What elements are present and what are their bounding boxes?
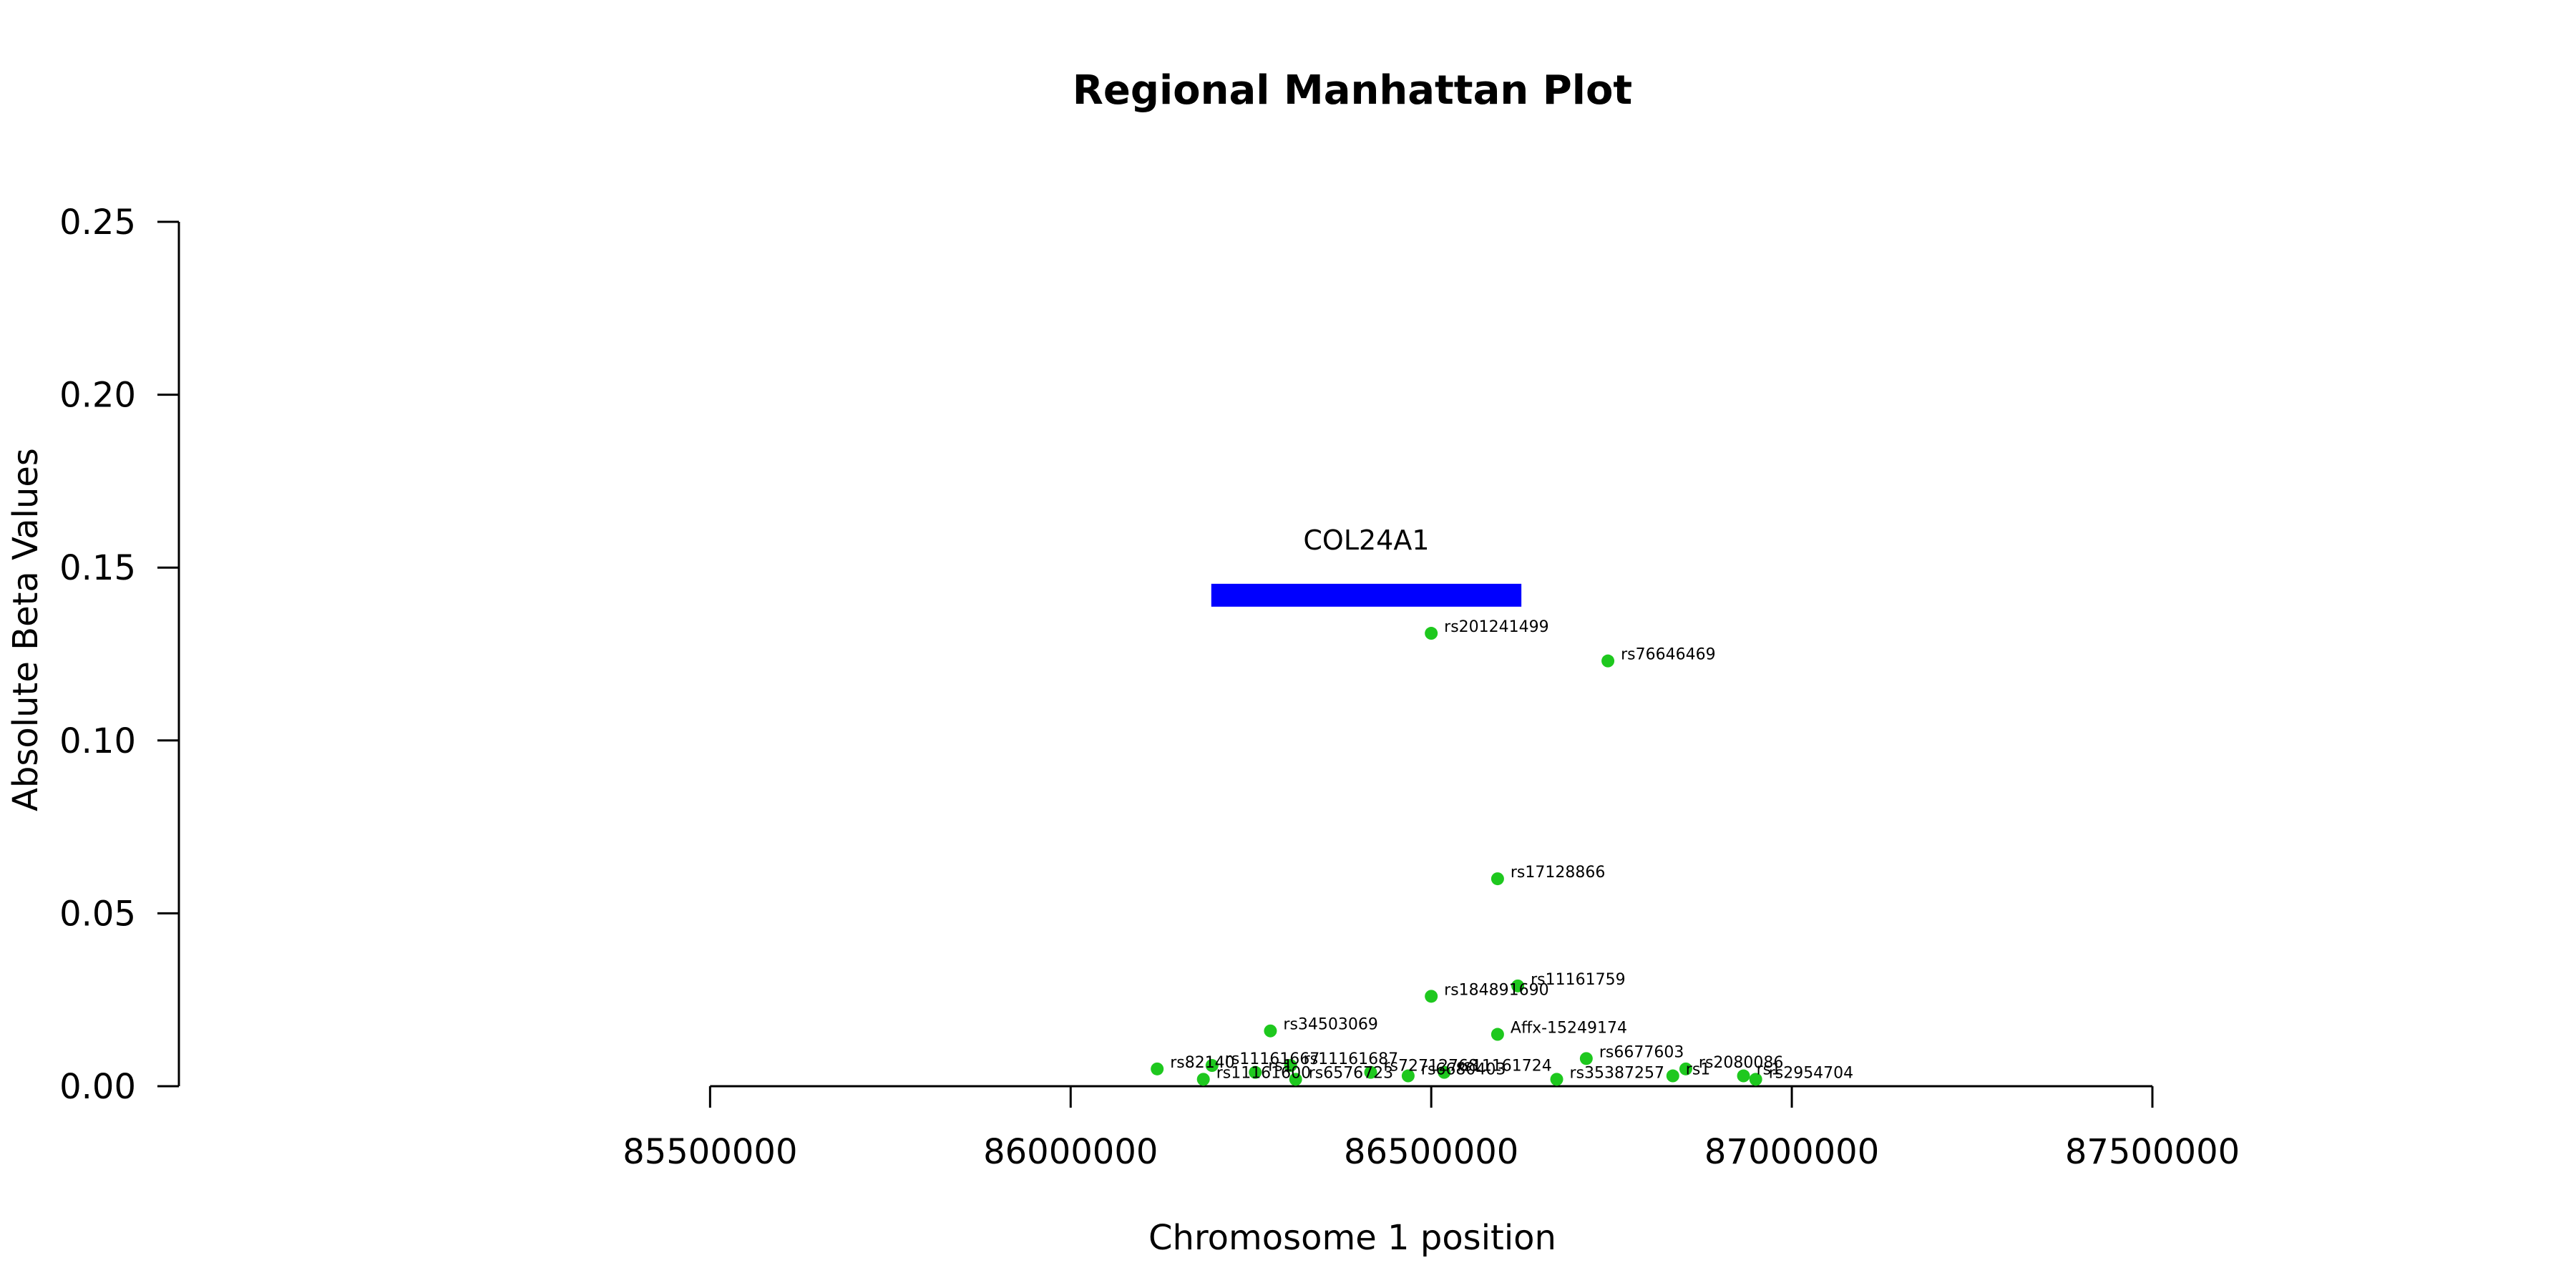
y-tick-label: 0.00 (59, 1067, 136, 1107)
snp-label: rs76646469 (1621, 646, 1715, 664)
snp-label: Affx-15249174 (1511, 1020, 1627, 1038)
snp-point (1438, 1065, 1451, 1079)
snp-point (1249, 1065, 1262, 1079)
snp-label: rs1 (1268, 1058, 1293, 1075)
snp-label: rs82140 (1170, 1054, 1235, 1072)
snp-label: rs11161667 (1225, 1050, 1319, 1068)
snp-label: rs34503069 (1283, 1016, 1377, 1034)
y-tick-label: 0.05 (59, 894, 136, 934)
snp-point (1425, 990, 1438, 1003)
snp-label: rs184891690 (1444, 981, 1548, 999)
snp-label: rs35387257 (1570, 1064, 1664, 1082)
snp-point (1579, 1052, 1593, 1065)
snp-label: rs1 (1686, 1061, 1711, 1079)
y-tick-label: 0.20 (59, 376, 136, 416)
snp-point (1264, 1024, 1277, 1038)
y-tick-label: 0.25 (59, 203, 136, 243)
x-axis-title: Chromosome 1 position (1148, 1218, 1556, 1258)
point-labels: rs201241499 rs76646469 rs17128866 rs1116175… (1170, 618, 1853, 1082)
x-tick-label: 87500000 (2065, 1132, 2240, 1172)
snp-label: rs6677603 (1599, 1043, 1684, 1061)
snp-point (1491, 1028, 1504, 1041)
snp-point (1364, 1065, 1377, 1079)
snp-point (1666, 1069, 1679, 1083)
snp-label: rs201241499 (1444, 618, 1548, 636)
data-points (1151, 627, 1762, 1086)
y-axis-title: Absolute Beta Values (6, 448, 46, 811)
x-tick-label: 85500000 (623, 1132, 797, 1172)
snp-point (1289, 1073, 1302, 1086)
y-tick-label: 0.15 (59, 548, 136, 588)
y-axis: 0.00 0.05 0.10 0.15 0.20 0.25 (59, 203, 180, 1107)
snp-label: rs2080086 (1699, 1054, 1784, 1072)
snp-point (1425, 627, 1438, 640)
gene-label: COL24A1 (1303, 525, 1429, 556)
snp-label: rs6576723 (1309, 1064, 1394, 1082)
y-tick-label: 0.10 (59, 721, 136, 761)
x-tick-label: 86500000 (1344, 1132, 1518, 1172)
snp-point (1284, 1059, 1297, 1073)
snp-point (1550, 1073, 1563, 1086)
snp-label: rs17128866 (1511, 864, 1605, 882)
snp-label: rs2954704 (1769, 1064, 1854, 1082)
x-axis: 85500000 86000000 86500000 87000000 87500000 (623, 1085, 2240, 1172)
snp-point (1151, 1062, 1164, 1075)
snp-point (1679, 1062, 1692, 1075)
snp-label: rs11161759 (1531, 971, 1625, 989)
snp-label: rs11161724 (1457, 1058, 1551, 1075)
snp-label: rs72712768 (1384, 1058, 1478, 1075)
snp-point (1737, 1069, 1750, 1083)
x-tick-label: 86000000 (983, 1132, 1158, 1172)
snp-point (1205, 1059, 1219, 1073)
snp-point (1196, 1073, 1210, 1086)
snp-point (1401, 1069, 1415, 1083)
snp-point (1511, 979, 1525, 992)
snp-point (1749, 1073, 1762, 1086)
gene-bar (1211, 583, 1522, 607)
snp-point (1601, 654, 1615, 668)
snp-point (1491, 872, 1504, 886)
snp-label: rs11161600 (1216, 1064, 1311, 1082)
snp-label: rs6680403 (1421, 1061, 1506, 1079)
snp-label: rs11161687 (1304, 1050, 1398, 1068)
snp-label: rs1 (1757, 1061, 1782, 1079)
x-tick-label: 87000000 (1704, 1132, 1879, 1172)
gene-track: COL24A1 (1211, 525, 1522, 607)
chart-title: Regional Manhattan Plot (1073, 67, 1632, 114)
